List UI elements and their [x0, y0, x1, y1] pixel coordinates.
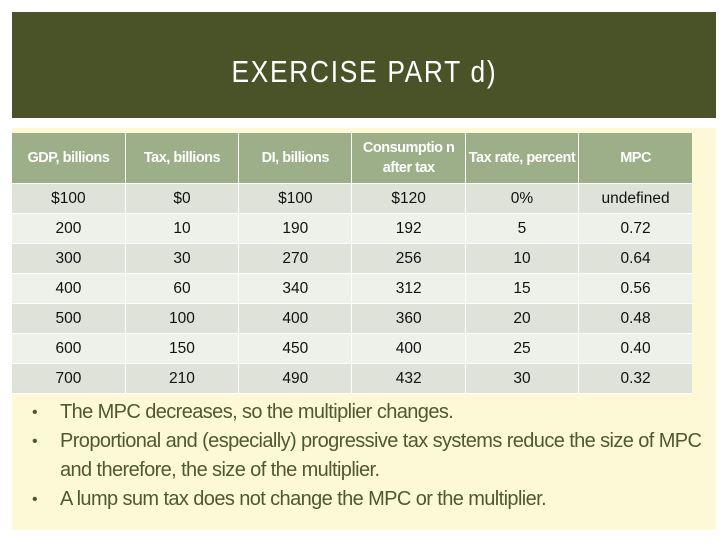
table-cell: 270 [238, 243, 353, 274]
table-cell: 5 [465, 213, 580, 244]
column-header: Consumptio n after tax [351, 133, 466, 184]
table-row: 500 100 400 360 20 0.48 [12, 303, 692, 334]
column-header: MPC [578, 133, 692, 184]
table-cell: 0.32 [578, 363, 692, 394]
table-cell: 60 [125, 273, 240, 304]
bullet-text: A lump sum tax does not change the MPC o… [60, 488, 547, 510]
column-header: DI, billions [238, 133, 353, 184]
bullet-icon: • [32, 491, 38, 508]
table-cell: 600 [12, 333, 126, 364]
column-header: Tax, billions [125, 133, 240, 184]
table-cell: 10 [465, 243, 580, 274]
table-cell: 192 [351, 213, 466, 244]
table-cell: 15 [465, 273, 580, 304]
table-cell: 30 [125, 243, 240, 274]
table-cell: 0% [465, 183, 580, 214]
table-cell: 500 [12, 303, 126, 334]
bullet-item: • A lump sum tax does not change the MPC … [32, 485, 712, 514]
table-cell: 490 [238, 363, 353, 394]
table-cell: 432 [351, 363, 466, 394]
bullet-item: • Proportional and (especially) progressi… [32, 427, 712, 485]
bullet-item: • The MPC decreases, so the multiplier ch… [32, 398, 712, 427]
table-cell: $120 [351, 183, 466, 214]
table-row: 200 10 190 192 5 0.72 [12, 213, 692, 244]
table-cell: 10 [125, 213, 240, 244]
bullet-list: • The MPC decreases, so the multiplier ch… [32, 398, 712, 514]
table-cell: 450 [238, 333, 353, 364]
table-cell: 256 [351, 243, 466, 274]
table-cell: 340 [238, 273, 353, 304]
table-cell: 0.72 [578, 213, 692, 244]
slide-title: EXERCISE PART d) [231, 54, 497, 89]
bullet-icon: • [32, 433, 38, 450]
table-row: 700 210 490 432 30 0.32 [12, 363, 692, 394]
table-cell: $100 [238, 183, 353, 214]
table-cell: 0.48 [578, 303, 692, 334]
table-cell: 360 [351, 303, 466, 334]
table-cell: 100 [125, 303, 240, 334]
table-cell: 0.64 [578, 243, 692, 274]
table-cell: 210 [125, 363, 240, 394]
table-cell: $100 [12, 183, 126, 214]
table-cell: 190 [238, 213, 353, 244]
table-cell: 0.56 [578, 273, 692, 304]
column-header: GDP, billions [12, 133, 126, 184]
table-cell: 312 [351, 273, 466, 304]
data-table: GDP, billions Tax, billions DI, billions Co… [12, 133, 692, 394]
bullet-text: Proportional and (especially) progressiv… [60, 430, 702, 481]
table-cell: 200 [12, 213, 126, 244]
table-cell: 300 [12, 243, 126, 274]
table-row: $100 $0 $100 $120 0% undefined [12, 183, 692, 214]
table-cell: 700 [12, 363, 126, 394]
table-cell: 0.40 [578, 333, 692, 364]
table-cell: $0 [125, 183, 240, 214]
table-cell: 25 [465, 333, 580, 364]
column-header: Tax rate, percent [465, 133, 580, 184]
table-header-row: GDP, billions Tax, billions DI, billions Co… [12, 133, 692, 184]
table-cell: 150 [125, 333, 240, 364]
table-row: 400 60 340 312 15 0.56 [12, 273, 692, 304]
table-cell: 400 [238, 303, 353, 334]
table-cell: 20 [465, 303, 580, 334]
title-bar: EXERCISE PART d) [12, 12, 716, 118]
table-cell: 400 [351, 333, 466, 364]
table-row: 300 30 270 256 10 0.64 [12, 243, 692, 274]
table-row: 600 150 450 400 25 0.40 [12, 333, 692, 364]
bullet-icon: • [32, 404, 38, 421]
bullet-text: The MPC decreases, so the multiplier cha… [60, 401, 454, 423]
table-cell: 30 [465, 363, 580, 394]
table-cell: undefined [578, 183, 692, 214]
table-cell: 400 [12, 273, 126, 304]
content-area: GDP, billions Tax, billions DI, billions Co… [12, 128, 716, 530]
